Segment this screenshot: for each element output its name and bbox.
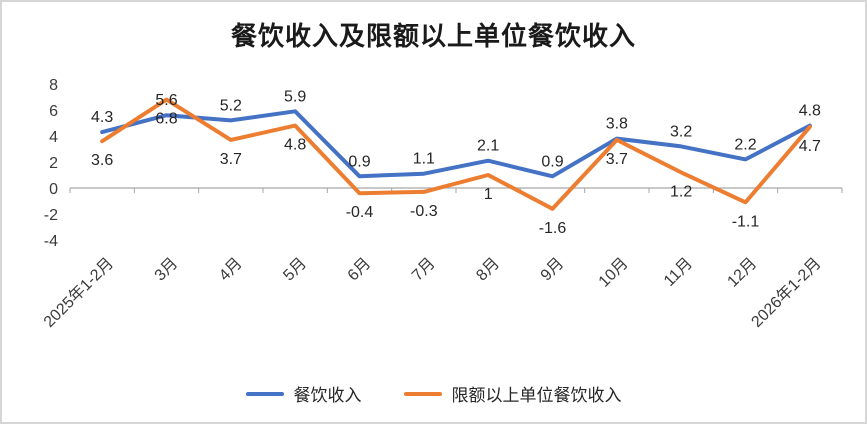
x-axis-category-label: 9月: [538, 255, 568, 285]
data-label: 0.9: [541, 153, 563, 170]
x-axis-category-label: 2025年1-2月: [40, 254, 117, 331]
data-label: -1.6: [539, 220, 567, 237]
legend-label-catering-revenue: 餐饮收入: [293, 386, 362, 405]
y-axis-tick-label: -4: [44, 233, 58, 250]
legend-label-above-limit-revenue: 限额以上单位餐饮收入: [451, 386, 622, 405]
legend-line-icon: [403, 391, 442, 396]
data-label: 5.6: [155, 92, 177, 109]
x-axis-category-label: 10月: [596, 255, 632, 291]
data-label: 3.7: [220, 151, 242, 168]
data-label: 3.8: [606, 116, 628, 133]
y-axis-tick-label: 4: [49, 129, 58, 146]
data-label: 4.3: [91, 109, 113, 126]
data-label: 6.8: [155, 111, 177, 128]
legend-item-catering-revenue: 餐饮收入: [245, 381, 362, 406]
data-label: 3.7: [606, 151, 628, 168]
legend-line-icon: [245, 391, 284, 396]
y-axis-tick-label: -2: [44, 207, 58, 224]
x-axis-category-label: 3月: [152, 255, 182, 285]
series-line-0: [100, 109, 812, 179]
data-label: 1.2: [670, 183, 692, 200]
data-label: 4.7: [799, 138, 821, 155]
y-axis-tick-label: 8: [49, 77, 58, 94]
data-label: 4.8: [799, 103, 821, 120]
x-axis-category-label: 4月: [216, 255, 246, 285]
x-axis-category-label: 6月: [345, 255, 375, 285]
data-label: 3.6: [91, 152, 113, 169]
data-label: 4.8: [284, 137, 306, 154]
x-axis-category-label: 2026年1-2月: [748, 254, 825, 331]
y-axis-tick-label: 0: [49, 181, 58, 198]
x-axis-category-label: 11月: [661, 255, 696, 290]
series-line-1: [100, 97, 812, 211]
data-label: 1: [484, 186, 493, 203]
x-axis-category-label: 8月: [473, 255, 503, 285]
legend-item-above-limit-revenue: 限额以上单位餐饮收入: [403, 381, 622, 406]
x-axis-category-label: 7月: [409, 255, 439, 285]
data-label: 1.1: [413, 151, 435, 168]
data-label: 3.2: [670, 123, 692, 140]
data-label: -0.3: [410, 203, 438, 220]
chart-title: 餐饮收入及限额以上单位餐饮收入: [230, 21, 636, 51]
x-axis-category-label: 12月: [724, 255, 760, 291]
data-label: 5.9: [284, 88, 306, 105]
y-axis-tick-label: 2: [49, 155, 58, 172]
data-label: 2.1: [477, 138, 499, 155]
chart-legend: 餐饮收入 限额以上单位餐饮收入: [2, 381, 865, 406]
x-axis-category-label: 5月: [280, 255, 310, 285]
data-label: -0.4: [346, 204, 374, 221]
data-label: 5.2: [220, 97, 242, 114]
y-axis-tick-label: 6: [49, 103, 58, 120]
data-label: 0.9: [348, 153, 370, 170]
data-label: -1.1: [732, 213, 760, 230]
data-label: 2.2: [734, 136, 756, 153]
